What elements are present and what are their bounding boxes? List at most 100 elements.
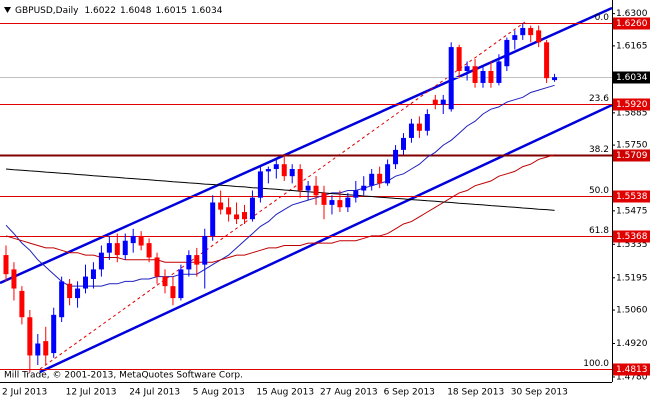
candle-body [146,243,152,258]
candle-body [385,164,391,184]
price-tag-label: 1.6260 [616,19,648,29]
candle-body [536,30,542,43]
candle-body [393,149,399,165]
plot-area [0,6,612,374]
candle-body [138,235,144,246]
header-value: 1.6034 [191,6,223,16]
candle-body [488,70,494,83]
candle-body [130,235,136,244]
candle-body [90,269,96,279]
candle-body [210,202,216,236]
candle-body [162,276,168,287]
x-tick-label: 5 Aug 2013 [193,388,245,398]
candle-body [226,207,232,215]
candle-body [257,171,263,198]
candle-body [369,173,375,186]
candle-body [416,123,422,131]
y-tick-label: 1.5885 [616,108,648,118]
candle-body [170,286,176,299]
candle-body [544,42,550,79]
y-tick-label: 1.5060 [616,306,648,316]
price-tag [613,190,650,203]
price-tag [613,17,650,30]
candle-body [218,202,224,210]
candle-body [313,185,319,196]
candle-body [512,35,518,40]
y-tick-label: 1.4780 [616,372,648,382]
candle-body [321,192,327,205]
candle-body [424,114,430,131]
channel-upper [0,6,612,285]
candle-body [496,61,502,83]
y-tick-label: 1.5750 [616,141,648,151]
candle-body [59,281,65,318]
candle-body [337,200,343,208]
candle-body [75,288,81,299]
candle-body [194,255,200,265]
candle-body [67,283,73,299]
candle-body [480,70,486,83]
x-tick-label: 12 Jul 2013 [66,388,117,398]
candle-body [186,255,192,270]
candle-body [27,317,33,356]
y-tick-label: 1.5195 [616,273,648,283]
price-tag [613,230,650,243]
candle-body [98,252,104,270]
candle-body [202,235,208,265]
last-price-label: 1.6034 [616,73,648,83]
header-value: 1.6022 [84,6,116,16]
price-tag [613,149,650,162]
candle-body [35,343,41,356]
x-tick-label: 2 Jul 2013 [2,388,47,398]
price-tag-label: 1.4813 [616,365,648,375]
copyright: Mill Trade, © 2001-2013, MetaQuotes Soft… [4,371,243,381]
price-tag [613,98,650,111]
fibo-ratio: 61.8 [589,226,609,236]
candle-body [234,214,240,220]
fibo-ratio: 100.0 [583,359,609,369]
candle-body [345,197,351,208]
candle-body [408,123,414,138]
y-tick-label: 1.6165 [616,41,648,51]
symbol: GBPUSD,Daily [15,6,79,16]
candle-body [448,47,454,110]
candle-body [273,164,279,170]
candle-body [456,47,462,71]
moving-average [5,154,555,263]
x-tick-label: 6 Sep 2013 [384,388,435,398]
candle-body [329,200,335,205]
price-tag-label: 1.5709 [616,151,648,161]
y-tick-label: 1.6300 [616,9,648,19]
candle-body [51,314,57,354]
candle-body [504,39,510,67]
candle-body [289,169,295,177]
price-tag [613,363,650,376]
x-tick-label: 18 Sep 2013 [447,388,504,398]
candle-body [114,243,120,256]
candle-body [432,99,438,105]
candle-body [520,27,526,36]
x-tick-label: 27 Aug 2013 [320,388,378,398]
candle-body [464,66,470,71]
header-value: 1.6015 [155,6,187,16]
channel-lower [39,103,612,374]
candle-body [43,341,49,356]
candle-body [249,197,255,220]
candle-body [297,169,303,191]
candle-body [472,66,478,83]
candle-body [353,190,359,198]
menu-triangle[interactable] [4,7,11,13]
x-tick-label: 30 Sep 2013 [511,388,568,398]
header-value: 1.6048 [120,6,152,16]
candle-body [178,269,184,299]
candle-body [361,185,367,191]
candle-body [440,99,446,105]
price-tag-label: 1.5368 [616,232,648,242]
candle-body [377,173,383,184]
candle-body [122,240,128,256]
candle-body [3,255,9,275]
y-tick-label: 1.5475 [616,206,648,216]
fibo-ratio: 50.0 [589,186,609,196]
price-tag-label: 1.5538 [616,192,648,202]
